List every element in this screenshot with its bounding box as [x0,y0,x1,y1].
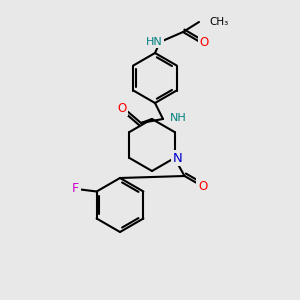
Text: N: N [172,152,182,164]
Text: NH: NH [170,113,187,123]
Text: HN: HN [146,37,162,47]
Text: O: O [198,179,207,193]
Text: O: O [200,35,208,49]
Text: F: F [72,182,79,195]
Text: O: O [117,101,127,115]
Text: CH₃: CH₃ [209,17,228,27]
